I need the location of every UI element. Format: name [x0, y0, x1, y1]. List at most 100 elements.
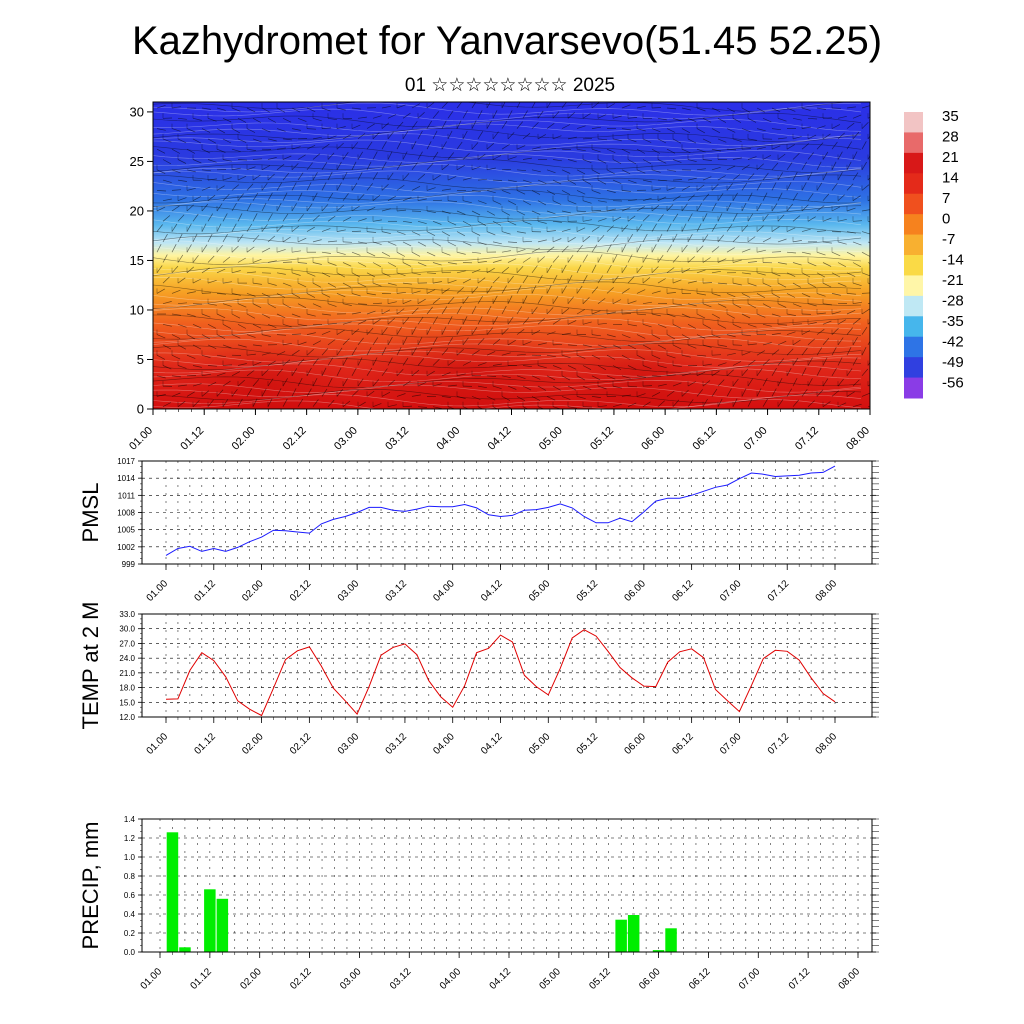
wind-barb — [411, 307, 419, 315]
wind-barb — [216, 223, 222, 232]
wind-barb — [342, 171, 348, 181]
wind-barb — [657, 179, 668, 182]
wind-barb — [177, 323, 187, 328]
wind-barb — [537, 220, 547, 224]
cs-x-tick-label: 04.00 — [434, 425, 462, 453]
wind-barb — [726, 165, 736, 171]
wind-barb — [822, 401, 831, 407]
x-tick-label: 02.12 — [288, 731, 314, 757]
wind-barb — [507, 220, 517, 226]
colorbar-swatch — [904, 152, 923, 174]
wind-barb — [486, 396, 496, 401]
wind-barb — [297, 117, 307, 122]
wind-barb — [456, 210, 466, 215]
wind-barb — [612, 344, 622, 349]
wind-barb — [771, 388, 777, 397]
wind-barb — [171, 334, 181, 339]
wind-barb — [351, 142, 359, 150]
wind-barb — [852, 172, 859, 181]
wind-barb — [756, 163, 764, 171]
wind-barb — [762, 172, 769, 181]
wind-barb — [711, 148, 721, 152]
wind-barb — [861, 272, 870, 277]
contour-line — [153, 164, 862, 177]
wind-barb — [171, 313, 181, 316]
wind-barb — [417, 406, 428, 408]
wind-barb — [582, 200, 592, 204]
wind-barb — [276, 388, 282, 397]
wind-barb — [801, 126, 811, 129]
wind-barb — [567, 274, 573, 284]
wind-barb — [486, 120, 492, 129]
wind-barb — [171, 244, 177, 253]
wind-barb — [621, 334, 631, 339]
wind-barb — [321, 313, 331, 316]
wind-barb — [702, 282, 713, 284]
wind-barb — [477, 220, 487, 226]
wind-barb — [246, 246, 255, 253]
wind-barb — [357, 303, 368, 305]
wind-barb — [642, 138, 652, 143]
wind-barb — [672, 138, 682, 144]
wind-barb — [672, 323, 682, 329]
wind-barb — [417, 298, 426, 305]
wind-barb — [486, 210, 496, 216]
wind-barb — [642, 385, 653, 387]
wind-barb — [306, 203, 313, 212]
wind-barb — [312, 192, 318, 201]
wind-barb — [171, 169, 181, 174]
wind-barb — [867, 177, 870, 181]
wind-barb — [762, 282, 772, 288]
wind-barb — [567, 159, 577, 163]
wind-barb — [216, 244, 223, 253]
wind-barb — [576, 396, 586, 400]
wind-barb — [177, 197, 187, 202]
wind-barb — [522, 257, 531, 263]
colorbar-label: -21 — [942, 272, 964, 289]
wind-barb — [867, 135, 870, 140]
wind-barb — [291, 182, 297, 191]
wind-barb — [576, 227, 586, 232]
wind-barb — [192, 383, 202, 387]
precip-bar — [179, 947, 191, 953]
wind-barb — [837, 241, 847, 245]
wind-barb — [426, 251, 436, 257]
wind-barb — [186, 187, 196, 191]
wind-barb — [231, 128, 241, 134]
wind-barb — [672, 255, 680, 263]
wind-barb — [786, 144, 795, 150]
wind-barb — [726, 388, 732, 397]
wind-barb — [162, 215, 171, 222]
wind-barb — [231, 293, 241, 296]
wind-barb — [231, 148, 241, 153]
wind-barb — [777, 153, 786, 160]
wind-barb — [786, 107, 796, 112]
wind-barb — [552, 220, 562, 223]
wind-barb — [546, 331, 556, 335]
wind-barb — [801, 272, 811, 278]
wind-barb — [657, 323, 667, 329]
wind-barb — [216, 372, 226, 377]
wind-barb — [792, 215, 801, 222]
wind-barb — [516, 190, 526, 195]
wind-barb — [162, 276, 170, 284]
wind-barb — [246, 271, 257, 274]
wind-barb — [792, 303, 802, 308]
wind-barb — [456, 164, 465, 171]
wind-barb — [471, 326, 478, 335]
wind-barb — [291, 203, 297, 212]
wind-barb — [312, 303, 322, 308]
wind-barb — [807, 338, 815, 346]
wind-barb — [627, 323, 637, 327]
wind-barb — [816, 329, 825, 335]
wind-barb — [852, 131, 860, 140]
wind-barb — [327, 215, 336, 222]
wind-barb — [261, 224, 268, 232]
wind-barb — [756, 368, 763, 377]
wind-barb — [177, 214, 185, 222]
wind-barb — [396, 368, 404, 377]
wind-barb — [426, 272, 437, 274]
x-tick-label: 01.12 — [192, 731, 218, 757]
wind-barb — [246, 166, 256, 171]
wind-barb — [471, 269, 481, 274]
